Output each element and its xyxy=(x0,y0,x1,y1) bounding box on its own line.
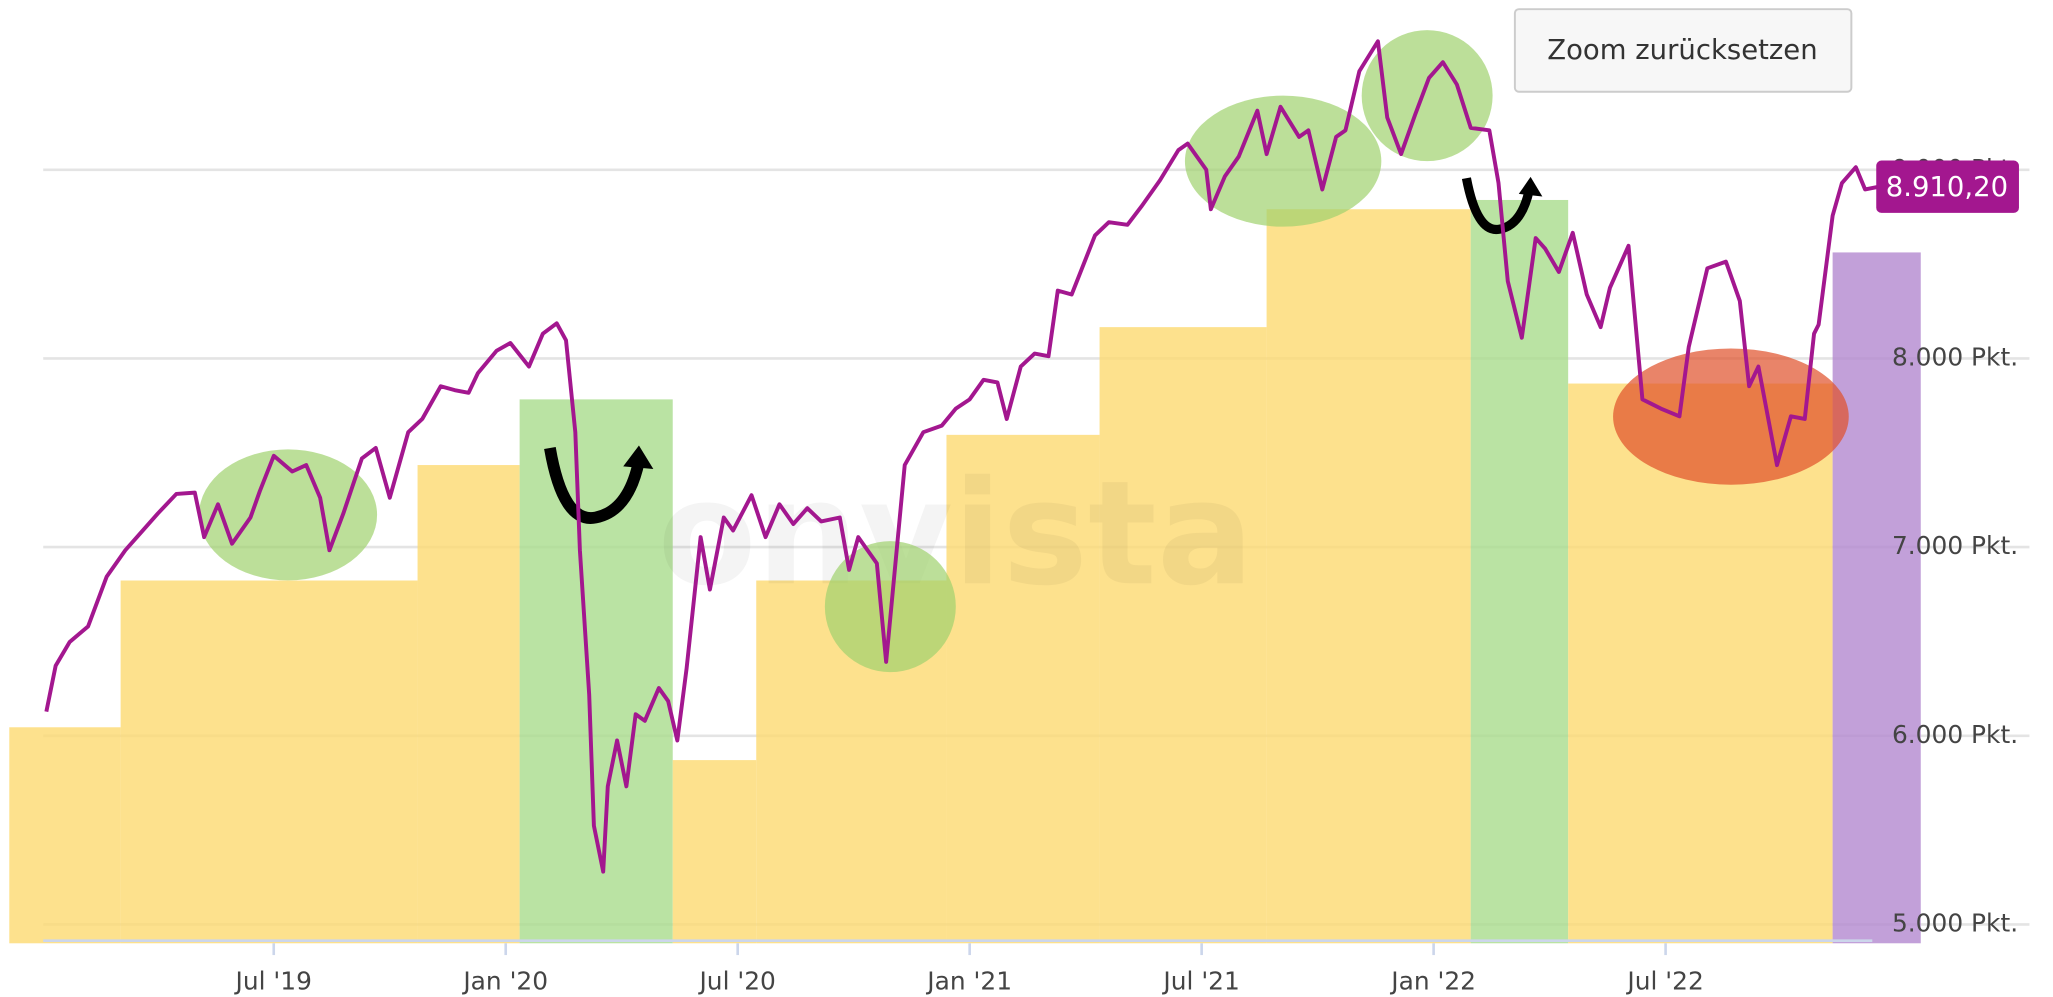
watermark: onvista xyxy=(658,449,1254,617)
highlight-box xyxy=(946,434,1100,944)
arrow-head xyxy=(1518,176,1543,197)
x-tick-label: Jul '21 xyxy=(1161,967,1239,996)
button-label[interactable]: Zoom zurücksetzen xyxy=(1547,34,1817,66)
highlight-box xyxy=(1099,327,1267,944)
current-price-label: 8.910,20 xyxy=(1886,171,2008,203)
highlight-box xyxy=(672,760,757,944)
highlight-box xyxy=(519,399,673,944)
annotation-shapes xyxy=(199,30,1849,673)
background-layer xyxy=(9,168,2030,944)
arrow xyxy=(1461,177,1534,234)
highlight-box xyxy=(1470,199,1569,944)
highlight-box xyxy=(417,465,520,944)
highlight-ellipse xyxy=(1361,30,1493,162)
y-tick-label: 7.000 Pkt. xyxy=(1892,531,2018,560)
x-tick-label: Jan '21 xyxy=(925,967,1012,996)
highlight-ellipse xyxy=(199,449,378,581)
x-tick-label: Jul '20 xyxy=(697,967,775,996)
highlight-ellipse xyxy=(1613,348,1849,485)
highlight-box xyxy=(1832,252,1921,944)
highlight-ellipse xyxy=(1184,95,1382,227)
y-tick-label: 8.000 Pkt. xyxy=(1892,342,2018,371)
x-tick-label: Jul '19 xyxy=(234,967,312,996)
x-tick-label: Jan '22 xyxy=(1389,967,1476,996)
highlight-box xyxy=(1266,209,1471,944)
reset-zoom-button[interactable] xyxy=(1513,8,1853,93)
price-line xyxy=(44,39,1880,874)
highlight-box xyxy=(120,580,418,944)
x-tick-label: Jul '22 xyxy=(1625,967,1703,996)
arrow xyxy=(544,447,645,524)
highlight-box xyxy=(9,727,121,944)
foreground-layer: 5.000 Pkt. 6.000 Pkt. 7.000 Pkt. 8.000 Pkt.… xyxy=(44,39,2019,996)
x-tick-label: Jan '20 xyxy=(461,967,548,996)
current-price-box xyxy=(1876,160,2019,213)
y-tick-label: 5.000 Pkt. xyxy=(1892,908,2018,937)
y-tick-label: 6.000 Pkt. xyxy=(1892,720,2018,749)
arrow-head xyxy=(623,445,654,470)
